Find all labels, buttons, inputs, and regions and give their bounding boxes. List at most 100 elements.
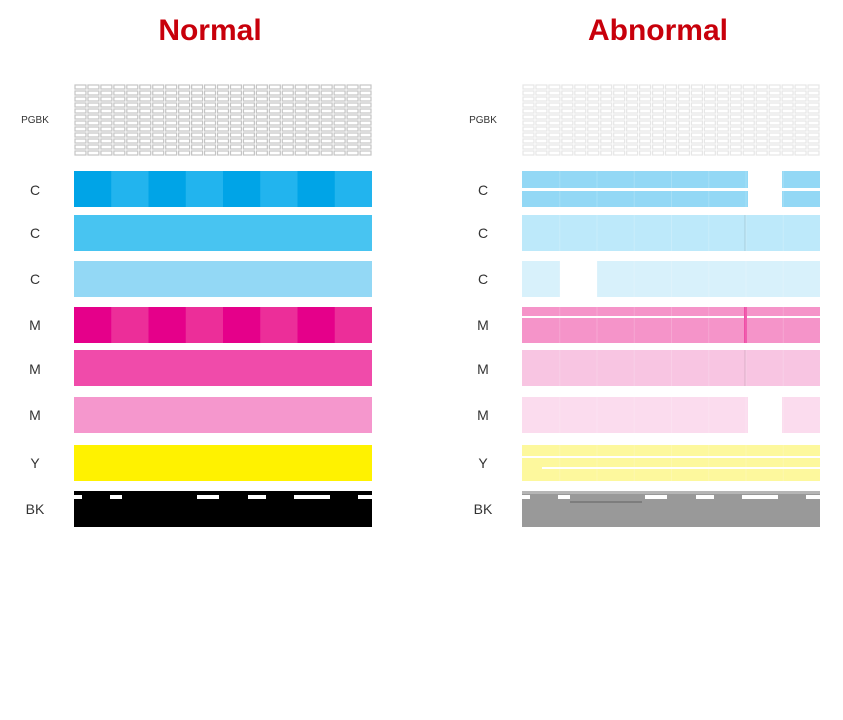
block-separator — [782, 307, 784, 343]
grid-cell — [651, 138, 665, 144]
grid-cell — [229, 96, 243, 102]
grid-cell — [333, 120, 346, 126]
dash-gap — [558, 495, 570, 499]
grid-cell — [294, 108, 307, 114]
grid-cell — [639, 150, 652, 156]
grid-cell — [203, 144, 217, 150]
grid-cell — [100, 150, 113, 156]
grid-cell — [639, 108, 652, 114]
grid-cell — [613, 120, 626, 126]
grid-cell — [139, 132, 152, 138]
grid-cell — [203, 102, 217, 108]
grid-cell — [165, 102, 178, 108]
ink-fill — [74, 350, 372, 386]
grid-cell — [191, 108, 204, 114]
grid-cell — [677, 120, 691, 126]
grid-cell — [139, 108, 152, 114]
grid-cell — [600, 90, 613, 96]
grid-cell — [281, 90, 294, 96]
row-label: BK — [473, 501, 493, 517]
grid-cell — [294, 120, 307, 126]
grid-cell — [203, 108, 217, 114]
grid-cell — [535, 126, 548, 132]
grid-cell — [229, 84, 243, 90]
grid-cell — [320, 96, 333, 102]
block-separator — [559, 445, 561, 481]
grid-cell — [794, 120, 807, 126]
grid-cell — [794, 96, 807, 102]
grid-cell — [346, 90, 359, 96]
ink-streak — [744, 215, 746, 251]
cyan-strip-1 — [74, 171, 372, 207]
grid-cell — [100, 120, 113, 126]
grid-cell — [690, 150, 703, 156]
grid-cell — [626, 108, 639, 114]
grid-cell — [203, 90, 217, 96]
grid-cell — [229, 132, 243, 138]
grid-cell — [165, 114, 178, 120]
block-separator — [559, 307, 561, 343]
grid-cell — [152, 126, 165, 132]
ink-block — [223, 307, 261, 343]
grid-cell — [522, 126, 535, 132]
grid-cell — [794, 108, 807, 114]
grid-cell — [639, 114, 652, 120]
grid-cell — [716, 126, 729, 132]
grid-cell — [522, 84, 535, 90]
panel-title: Abnormal — [587, 14, 728, 47]
grid-cell — [178, 138, 191, 144]
block-separator — [596, 445, 598, 481]
grid-cell — [639, 102, 652, 108]
grid-cell — [651, 120, 665, 126]
grid-cell — [74, 114, 87, 120]
block-separator — [633, 445, 635, 481]
grid-cell — [268, 108, 281, 114]
ink-block — [74, 171, 112, 207]
grid-cell — [255, 126, 268, 132]
grid-cell — [139, 120, 152, 126]
grid-cell — [703, 144, 716, 150]
grid-cell — [703, 96, 716, 102]
grid-cell — [561, 108, 574, 114]
grid-cell — [768, 150, 781, 156]
grid-cell — [333, 108, 346, 114]
grid-cell — [87, 102, 100, 108]
grid-cell — [281, 108, 294, 114]
ink-block — [297, 171, 336, 207]
block-separator — [708, 215, 710, 251]
grid-cell — [242, 150, 255, 156]
grid-cell — [152, 120, 165, 126]
grid-cell — [613, 114, 626, 120]
grid-cell — [333, 114, 346, 120]
grid-cell — [268, 150, 281, 156]
grid-cell — [216, 90, 230, 96]
row-label: M — [29, 407, 41, 423]
row-label: M — [29, 361, 41, 377]
grid-cell — [807, 138, 820, 144]
grid-cell — [320, 114, 333, 120]
grid-cell — [74, 108, 87, 114]
ink-block — [185, 171, 224, 207]
grid-cell — [203, 120, 217, 126]
grid-cell — [255, 120, 268, 126]
grid-cell — [755, 138, 768, 144]
cyan-strip-1 — [522, 171, 820, 207]
block-separator — [671, 171, 672, 207]
grid-cell — [807, 120, 820, 126]
grid-cell — [703, 102, 716, 108]
grid-cell — [664, 150, 678, 156]
ink-block — [148, 171, 187, 207]
grid-cell — [333, 138, 346, 144]
grid-cell — [587, 90, 600, 96]
grid-cell — [216, 144, 230, 150]
grid-cell — [281, 138, 294, 144]
missing-line — [522, 188, 820, 191]
grid-cell — [294, 96, 307, 102]
row-label: M — [29, 317, 41, 333]
grid-cell — [742, 84, 755, 90]
grid-cell — [255, 90, 268, 96]
yellow-strip — [522, 445, 820, 481]
grid-cell — [690, 120, 703, 126]
grid-cell — [216, 84, 230, 90]
magenta-strip-3 — [522, 397, 820, 433]
